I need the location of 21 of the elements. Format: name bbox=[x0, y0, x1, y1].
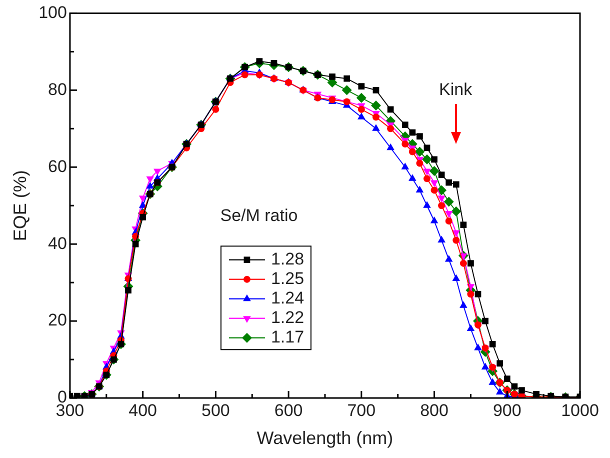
legend-title: Se/M ratio bbox=[220, 206, 298, 225]
y-tick-label: 40 bbox=[48, 234, 67, 253]
x-tick-label: 400 bbox=[128, 400, 158, 420]
y-tick-label: 60 bbox=[48, 156, 67, 176]
x-tick-label: 600 bbox=[274, 400, 303, 420]
y-tick-label: 20 bbox=[48, 310, 67, 330]
annotation: Kink bbox=[439, 80, 473, 99]
x-tick-label: 900 bbox=[492, 400, 522, 420]
legend-label: 1.28 bbox=[270, 250, 304, 269]
x-tick-label: 800 bbox=[420, 400, 448, 420]
legend-label: 1.17 bbox=[270, 328, 304, 347]
x-tick-label: 1000 bbox=[561, 400, 599, 420]
legend-label: 1.24 bbox=[270, 288, 304, 308]
x-tick-label: 700 bbox=[347, 400, 376, 420]
x-axis-title: Wavelength (nm) bbox=[256, 428, 394, 448]
y-tick-label: 80 bbox=[48, 80, 67, 99]
legend-label: 1.22 bbox=[270, 308, 304, 328]
legend-label: 1.25 bbox=[270, 269, 304, 288]
y-tick-label: 100 bbox=[38, 2, 67, 22]
y-axis-title: EQE (%) bbox=[10, 170, 30, 242]
x-tick-label: 500 bbox=[202, 400, 230, 420]
